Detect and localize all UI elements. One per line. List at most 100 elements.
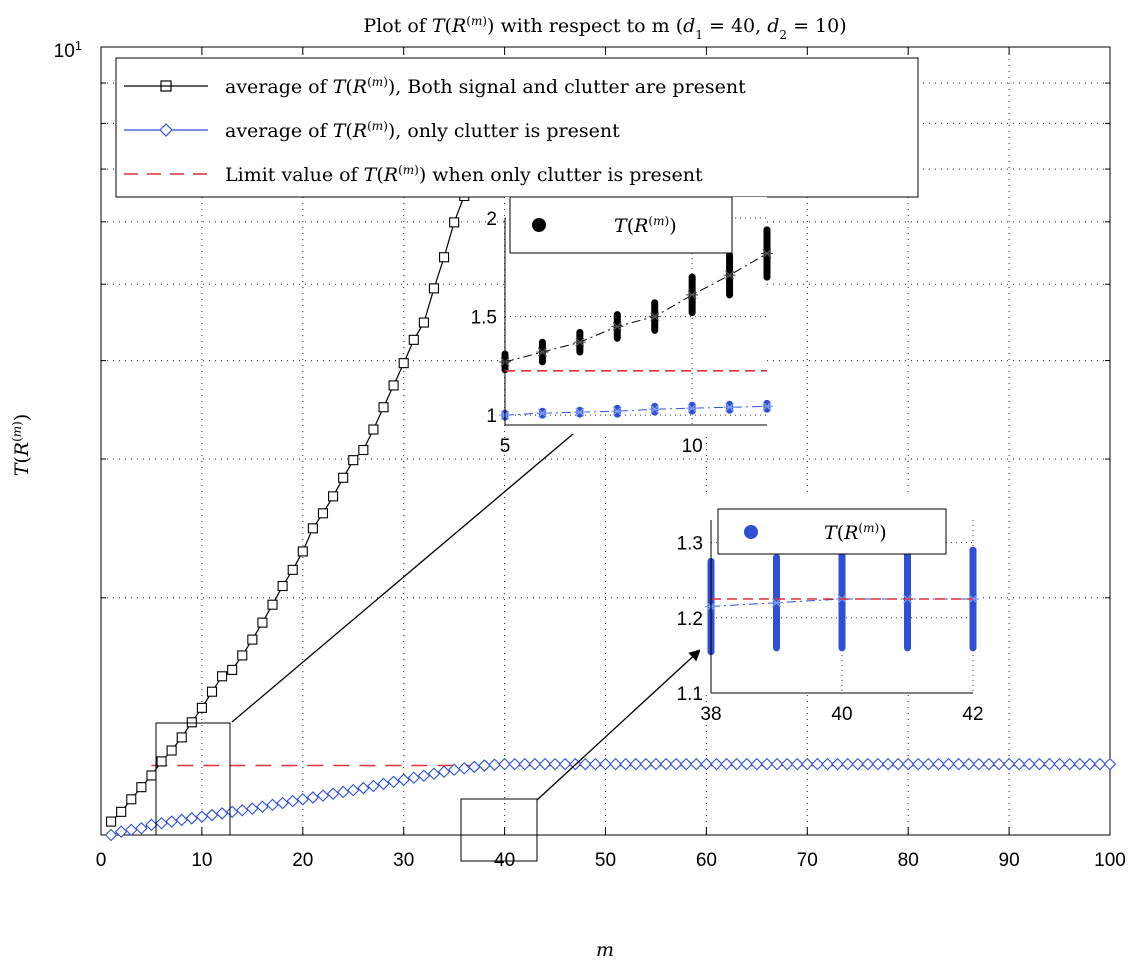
- clutter-point: [1012, 757, 1026, 771]
- x-tick-label: 90: [999, 850, 1020, 871]
- clutter-point: [912, 757, 925, 771]
- signal-point: [106, 816, 117, 827]
- inset-upper-mean-marker: [648, 404, 661, 414]
- signal-point: [227, 664, 238, 675]
- clutter-point: [457, 762, 471, 775]
- clutter-point: [881, 757, 895, 771]
- inset-upper-mean-marker: [536, 347, 549, 357]
- clutter-point: [790, 757, 804, 771]
- clutter-point: [478, 759, 491, 772]
- clutter-point: [992, 757, 1006, 771]
- signal-point: [196, 702, 207, 713]
- clutter-point: [841, 757, 854, 771]
- clutter-point: [225, 805, 239, 819]
- inset-upper-x-tick-label: 5: [500, 436, 511, 457]
- clutter-point: [286, 794, 299, 808]
- clutter-point: [145, 818, 158, 832]
- clutter-point: [1103, 757, 1117, 771]
- signal-point: [287, 564, 298, 575]
- clutter-point: [124, 823, 138, 837]
- signal-point: [418, 317, 429, 328]
- clutter-point: [558, 757, 572, 771]
- inset-upper-x-tick-label: 10: [682, 436, 703, 457]
- signal-point: [338, 472, 349, 483]
- clutter-point: [1083, 757, 1097, 771]
- clutter-point: [629, 757, 643, 771]
- clutter-point: [922, 757, 935, 771]
- clutter-point: [498, 757, 511, 771]
- clutter-point: [932, 757, 945, 771]
- signal-point: [146, 770, 157, 781]
- inset-lower-y-tick-label: 1.2: [677, 609, 703, 630]
- inset-lower-x-tick-label: 40: [831, 704, 852, 725]
- signal-point: [136, 782, 147, 793]
- clutter-point: [891, 757, 905, 771]
- signal-point: [237, 650, 248, 661]
- signal-point: [176, 732, 187, 743]
- inset-lower-x-tick-label: 38: [700, 704, 721, 725]
- clutter-point: [1053, 757, 1066, 771]
- clutter-point: [1033, 757, 1046, 771]
- signal-point: [297, 546, 308, 557]
- inset-lower-legend-marker: [744, 525, 758, 539]
- inset-upper-mean-line: [504, 405, 768, 416]
- clutter-point: [417, 769, 431, 783]
- clutter-point: [952, 757, 965, 771]
- x-tick-label: 0: [96, 850, 107, 871]
- signal-point: [368, 424, 379, 435]
- clutter-point: [579, 757, 592, 771]
- inset-upper-legend-box: [509, 196, 733, 254]
- chart-title: Plot of T(R(m)) with respect to m (d1 = …: [363, 14, 846, 42]
- clutter-point: [861, 757, 875, 771]
- inset-upper-mean-marker: [573, 337, 586, 347]
- signal-point: [206, 686, 218, 697]
- clutter-point: [114, 825, 128, 838]
- legend-label-2: average of T(R(m)), only clutter is pres…: [225, 119, 620, 142]
- clutter-point: [720, 757, 733, 771]
- legend-box: [115, 57, 919, 198]
- clutter-point: [135, 821, 148, 835]
- clutter-point: [195, 810, 209, 823]
- clutter-point: [801, 757, 814, 771]
- signal-point: [217, 671, 228, 682]
- y-axis-label: T(R(m)): [10, 414, 33, 477]
- clutter-point: [165, 815, 178, 828]
- clutter-point: [437, 765, 451, 779]
- legend-label-3: Limit value of T(R(m)) when only clutter…: [225, 163, 703, 186]
- clutter-point: [659, 757, 673, 771]
- clutter-point: [649, 757, 663, 771]
- clutter-point: [730, 757, 743, 771]
- inset-upper-mean-marker: [536, 408, 549, 418]
- inset-upper-legend-marker: [532, 218, 546, 232]
- inset-upper-mean-marker: [611, 406, 624, 416]
- x-tick-label: 80: [898, 850, 919, 871]
- inset-upper-mean-marker: [761, 249, 773, 258]
- clutter-point: [548, 757, 562, 771]
- signal-point: [428, 283, 440, 294]
- legend-marker-diamond: [159, 123, 173, 137]
- clutter-point: [780, 757, 794, 771]
- inset-lower: 38 40 421.11.21.3 T(R(m)): [677, 495, 984, 725]
- x-tick-label: 30: [393, 850, 414, 871]
- clutter-point: [770, 757, 784, 771]
- clutter-point: [538, 757, 552, 771]
- clutter-point: [1073, 757, 1087, 771]
- inset-upper-mean-marker: [686, 290, 699, 300]
- zoom-box-lower: [460, 798, 538, 862]
- main-legend: average of T(R(m)), Both signal and clut…: [115, 57, 919, 198]
- clutter-point: [528, 757, 542, 771]
- clutter-point: [821, 757, 834, 771]
- signal-point: [449, 217, 460, 228]
- clutter-point: [296, 793, 310, 806]
- x-tick-label: 100: [1094, 850, 1126, 871]
- series-clutter-line: [110, 763, 1110, 836]
- x-tick-label: 50: [595, 850, 616, 871]
- inset-upper-y-tick-label: 1: [486, 406, 497, 427]
- clutter-point: [387, 775, 400, 789]
- clutter-point: [669, 757, 683, 771]
- inset-upper-mean-marker: [723, 402, 736, 412]
- x-tick-label: 70: [797, 850, 818, 871]
- clutter-point: [599, 757, 612, 771]
